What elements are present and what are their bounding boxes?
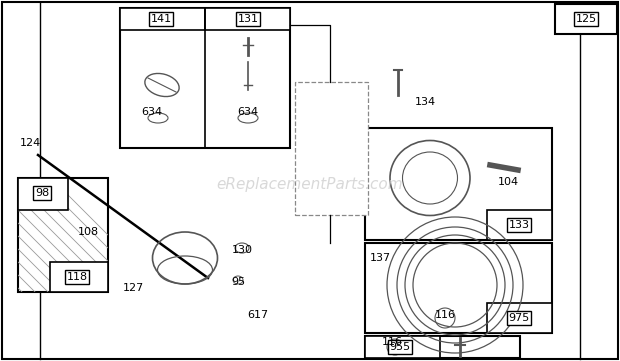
Text: 127: 127 bbox=[122, 283, 144, 293]
Bar bbox=[205, 8, 290, 30]
Text: 975: 975 bbox=[508, 313, 529, 323]
Text: 98: 98 bbox=[35, 188, 49, 198]
Text: 124: 124 bbox=[19, 138, 41, 148]
Bar bbox=[487, 210, 552, 240]
Bar bbox=[365, 336, 440, 358]
Bar bbox=[120, 8, 205, 30]
Text: 116: 116 bbox=[435, 310, 456, 320]
Text: 116: 116 bbox=[381, 337, 402, 347]
Text: 125: 125 bbox=[575, 14, 596, 24]
Text: 133: 133 bbox=[508, 220, 529, 230]
Text: 634: 634 bbox=[141, 107, 162, 117]
Bar bbox=[295, 82, 368, 215]
Text: 137: 137 bbox=[370, 253, 391, 263]
Bar bbox=[365, 243, 552, 333]
Text: 634: 634 bbox=[237, 107, 259, 117]
Bar bbox=[50, 262, 108, 292]
Bar bbox=[487, 303, 552, 333]
Text: 118: 118 bbox=[66, 272, 87, 282]
Text: 104: 104 bbox=[497, 177, 518, 187]
Text: 130: 130 bbox=[231, 245, 252, 255]
Text: 141: 141 bbox=[151, 14, 172, 24]
Text: 955: 955 bbox=[389, 342, 410, 352]
Text: 95: 95 bbox=[231, 277, 245, 287]
Text: 617: 617 bbox=[247, 310, 268, 320]
Bar bbox=[18, 178, 108, 292]
Bar bbox=[555, 4, 617, 34]
Text: eReplacementParts.com: eReplacementParts.com bbox=[216, 178, 404, 192]
Bar bbox=[365, 128, 552, 240]
Text: 134: 134 bbox=[414, 97, 436, 107]
Bar bbox=[18, 178, 68, 210]
Bar bbox=[120, 8, 290, 148]
Text: 108: 108 bbox=[78, 227, 99, 237]
Text: 131: 131 bbox=[237, 14, 259, 24]
Bar bbox=[365, 336, 520, 358]
